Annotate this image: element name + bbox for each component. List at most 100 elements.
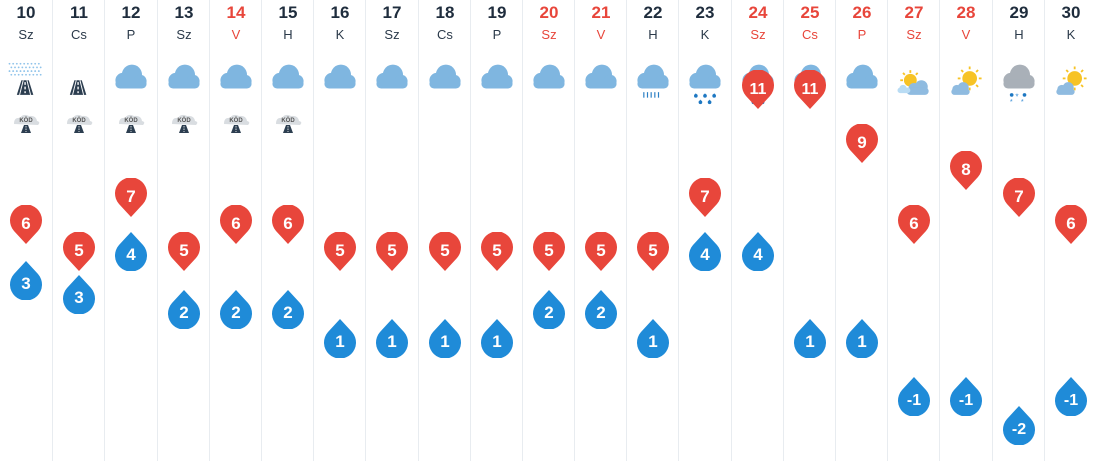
day-header: 29 H — [993, 0, 1045, 54]
day-column[interactable]: 17 Sz 5 1 — [365, 0, 418, 461]
day-column[interactable]: 11 Cs KÖD 5 3 — [52, 0, 105, 461]
day-header: 28 V — [940, 0, 992, 54]
day-column[interactable]: 20 Sz 5 2 — [522, 0, 575, 461]
min-temp-value: 1 — [440, 332, 449, 351]
road-icon — [57, 58, 101, 108]
cloud-icon — [109, 58, 153, 108]
day-column[interactable]: 18 Cs 5 1 — [418, 0, 471, 461]
day-column[interactable]: 29 H * * * 7 -2 — [992, 0, 1045, 461]
day-weekday: H — [648, 27, 658, 42]
fog-warning-icon: KÖD — [10, 112, 42, 134]
day-date: 10 — [16, 3, 36, 22]
day-date: 28 — [956, 3, 976, 22]
day-date: 17 — [382, 3, 402, 22]
fog-warning-icon: KÖD — [115, 112, 147, 134]
day-date: 27 — [904, 3, 924, 22]
day-header: 10 Sz — [0, 0, 52, 54]
min-temp-value: 2 — [231, 303, 240, 322]
day-weekday: K — [1066, 27, 1076, 42]
day-header: 22 H — [627, 0, 679, 54]
day-column[interactable]: 24 Sz 11 4 — [731, 0, 784, 461]
max-temp-value: 7 — [700, 187, 709, 206]
day-column[interactable]: 27 Sz 6 -1 — [887, 0, 940, 461]
svg-text:KÖD: KÖD — [72, 117, 86, 124]
day-date: 24 — [748, 3, 768, 22]
cloud-icon — [266, 58, 310, 108]
fog-warning-icon: KÖD — [63, 112, 95, 134]
day-date: 29 — [1009, 3, 1029, 22]
min-temp-marker: 4 — [739, 231, 777, 272]
fog-road-icon — [4, 58, 48, 108]
min-temp-value: 2 — [544, 303, 553, 322]
max-temp-value: 8 — [961, 160, 970, 179]
min-temp-value: 2 — [596, 303, 605, 322]
max-temp-value: 5 — [596, 241, 605, 260]
cloud-icon — [527, 58, 571, 108]
day-column[interactable]: 10 Sz KÖD 6 3 — [0, 0, 52, 461]
day-header: 21 V — [575, 0, 627, 54]
min-temp-marker: 1 — [843, 318, 881, 359]
day-column[interactable]: 15 H KÖD 6 2 — [261, 0, 314, 461]
day-column[interactable]: 14 V KÖD 6 2 — [209, 0, 262, 461]
max-temp-value: 5 — [648, 241, 657, 260]
min-temp-value: 1 — [648, 332, 657, 351]
max-temp-value: 7 — [126, 187, 135, 206]
min-temp-marker: -1 — [1052, 376, 1090, 417]
min-temp-marker: 1 — [321, 318, 359, 359]
min-temp-marker: 1 — [478, 318, 516, 359]
day-header: 30 K — [1045, 0, 1096, 54]
max-temp-marker: 5 — [426, 231, 464, 272]
day-weekday: Sz — [176, 27, 192, 42]
cloud-icon — [162, 58, 206, 108]
day-header: 11 Cs — [53, 0, 105, 54]
max-temp-marker: 11 — [739, 69, 777, 110]
day-column[interactable]: 16 K 5 1 — [313, 0, 366, 461]
min-temp-marker: 2 — [582, 289, 620, 330]
max-temp-marker: 6 — [1052, 204, 1090, 245]
min-temp-marker: 1 — [426, 318, 464, 359]
day-column[interactable]: 21 V 5 2 — [574, 0, 627, 461]
day-date: 15 — [278, 3, 298, 22]
min-temp-value: 3 — [21, 274, 30, 293]
day-weekday: Sz — [750, 27, 766, 42]
cloud-rain-heavy-icon — [683, 58, 727, 108]
min-temp-marker: 2 — [165, 289, 203, 330]
min-temp-value: -1 — [1064, 392, 1078, 409]
day-weekday: Sz — [18, 27, 34, 42]
min-temp-value: 2 — [179, 303, 188, 322]
day-weekday: Sz — [541, 27, 557, 42]
max-temp-marker: 5 — [165, 231, 203, 272]
min-temp-marker: -1 — [895, 376, 933, 417]
min-temp-marker: 1 — [791, 318, 829, 359]
min-temp-value: -2 — [1012, 421, 1026, 438]
svg-text:*: * — [1021, 97, 1024, 106]
max-temp-value: 6 — [1066, 214, 1075, 233]
day-weekday: H — [1014, 27, 1024, 42]
day-weekday: V — [961, 27, 971, 42]
day-column[interactable]: 25 Cs 11 1 — [783, 0, 836, 461]
max-temp-value: 7 — [1014, 187, 1023, 206]
min-temp-marker: 1 — [373, 318, 411, 359]
day-header: 13 Sz — [158, 0, 210, 54]
day-column[interactable]: 13 Sz KÖD 5 2 — [157, 0, 210, 461]
max-temp-value: 5 — [492, 241, 501, 260]
min-temp-value: 3 — [74, 288, 83, 307]
day-column[interactable]: 22 H 5 1 — [626, 0, 679, 461]
min-temp-value: 1 — [857, 332, 866, 351]
max-temp-marker: 5 — [582, 231, 620, 272]
max-temp-marker: 7 — [686, 177, 724, 218]
day-column[interactable]: 26 P 9 1 — [835, 0, 888, 461]
day-column[interactable]: 23 K 7 4 — [678, 0, 731, 461]
day-weekday: K — [335, 27, 345, 42]
day-column[interactable]: 12 P KÖD 7 4 — [104, 0, 157, 461]
day-column[interactable]: 30 K 6 -1 — [1044, 0, 1096, 461]
max-temp-value: 6 — [21, 214, 30, 233]
cloud-icon — [579, 58, 623, 108]
day-column[interactable]: 28 V 8 -1 — [939, 0, 992, 461]
day-column[interactable]: 19 P 5 1 — [470, 0, 523, 461]
cloud-icon — [423, 58, 467, 108]
fog-warning-icon: KÖD — [220, 112, 252, 134]
min-temp-value: 1 — [492, 332, 501, 351]
day-weekday: V — [596, 27, 606, 42]
cloud-icon — [475, 58, 519, 108]
